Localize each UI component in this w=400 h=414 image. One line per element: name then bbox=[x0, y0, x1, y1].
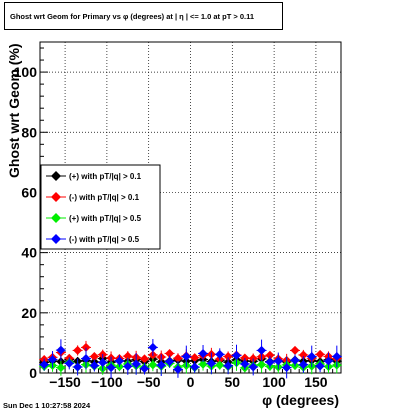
data-point bbox=[39, 360, 49, 370]
data-point bbox=[140, 363, 150, 373]
data-point bbox=[89, 360, 99, 370]
legend-label: (+) with pT/|q| > 0.5 bbox=[69, 214, 142, 223]
legend-marker bbox=[51, 192, 61, 202]
data-point bbox=[265, 350, 275, 360]
y-tick-labels: 0 20 40 60 80 100 bbox=[14, 64, 38, 381]
legend-box bbox=[40, 164, 161, 250]
x-tick-label: −150 bbox=[49, 374, 81, 390]
x-tick-label: −100 bbox=[91, 374, 123, 390]
legend-marker bbox=[51, 234, 61, 244]
data-point bbox=[198, 359, 208, 369]
x-tick-labels: −150 −100 −50 0 50 100 150 bbox=[49, 374, 327, 390]
data-point bbox=[290, 355, 300, 365]
x-tick-label: 0 bbox=[187, 374, 195, 390]
data-point bbox=[298, 350, 308, 360]
legend-label: (-) with pT/|q| > 0.5 bbox=[69, 235, 140, 244]
data-point bbox=[165, 357, 175, 367]
data-point bbox=[64, 358, 74, 368]
x-axis-label: φ (degrees) bbox=[262, 392, 339, 408]
legend-label: (-) with pT/|q| > 0.1 bbox=[69, 193, 140, 202]
x-tick-label: −50 bbox=[137, 374, 161, 390]
x-tick-label: 150 bbox=[304, 374, 328, 390]
data-point bbox=[173, 353, 183, 363]
legend-marker bbox=[51, 171, 61, 181]
data-point bbox=[190, 362, 200, 372]
y-tick-label: 80 bbox=[21, 124, 37, 140]
data-point bbox=[315, 349, 325, 359]
y-axis-label: Ghost wrt Geom (%) bbox=[6, 43, 22, 178]
data-point bbox=[315, 361, 325, 371]
data-point bbox=[48, 354, 58, 364]
data-point bbox=[123, 351, 133, 361]
chart-title-box: Ghost wrt Geom for Primary vs φ (degrees… bbox=[4, 2, 283, 30]
chart-title: Ghost wrt Geom for Primary vs φ (degrees… bbox=[10, 12, 255, 21]
data-point bbox=[73, 345, 83, 355]
data-point bbox=[140, 354, 150, 364]
data-point bbox=[89, 351, 99, 361]
data-point bbox=[98, 357, 108, 367]
legend-entry: (+) with pT/|q| > 0.1 bbox=[46, 171, 142, 181]
data-point bbox=[181, 351, 191, 361]
data-point bbox=[290, 345, 300, 355]
data-point bbox=[190, 353, 200, 363]
data-point bbox=[332, 351, 342, 361]
data-point bbox=[307, 351, 317, 361]
data-point bbox=[273, 356, 283, 366]
y-tick-label: 40 bbox=[21, 245, 37, 261]
data-point bbox=[257, 360, 267, 370]
data-point bbox=[165, 348, 175, 358]
legend-entry: (-) with pT/|q| > 0.5 bbox=[46, 234, 140, 244]
data-point bbox=[173, 364, 183, 374]
data-point bbox=[223, 351, 233, 361]
legend-label: (+) with pT/|q| > 0.1 bbox=[69, 172, 142, 181]
y-tick-label: 100 bbox=[14, 64, 38, 80]
data-point bbox=[206, 358, 216, 368]
timestamp: Sun Dec 1 10:27:58 2024 bbox=[3, 401, 91, 410]
y-tick-label: 0 bbox=[29, 365, 37, 381]
legend-entry: (-) with pT/|q| > 0.1 bbox=[46, 192, 140, 202]
y-tick-label: 20 bbox=[21, 305, 37, 321]
legend: (+) with pT/|q| > 0.1 (-) with pT/|q| > 0… bbox=[40, 164, 161, 250]
series-4 bbox=[39, 338, 342, 379]
data-point bbox=[265, 357, 275, 367]
data-point bbox=[248, 362, 258, 372]
x-tick-label: 50 bbox=[225, 374, 241, 390]
data-point bbox=[148, 360, 158, 370]
data-point bbox=[282, 363, 292, 373]
data-point bbox=[298, 360, 308, 370]
data-point bbox=[215, 349, 225, 359]
data-point bbox=[198, 348, 208, 358]
data-point bbox=[231, 351, 241, 361]
data-point bbox=[131, 359, 141, 369]
data-point bbox=[156, 360, 166, 370]
data-point bbox=[240, 359, 250, 369]
data-point bbox=[81, 342, 91, 352]
legend-entry: (+) with pT/|q| > 0.5 bbox=[46, 213, 142, 223]
data-point bbox=[257, 345, 267, 355]
data-point bbox=[114, 356, 124, 366]
data-point bbox=[323, 356, 333, 366]
data-point bbox=[56, 345, 66, 355]
data-point bbox=[106, 363, 116, 373]
x-tick-label: 100 bbox=[262, 374, 286, 390]
legend-marker bbox=[51, 213, 61, 223]
y-tick-label: 60 bbox=[21, 184, 37, 200]
data-point bbox=[123, 361, 133, 371]
data-points bbox=[39, 338, 342, 379]
data-point bbox=[215, 360, 225, 370]
data-point bbox=[73, 362, 83, 372]
data-point bbox=[223, 361, 233, 371]
data-point bbox=[81, 354, 91, 364]
data-point bbox=[56, 363, 66, 373]
data-point bbox=[148, 342, 158, 352]
